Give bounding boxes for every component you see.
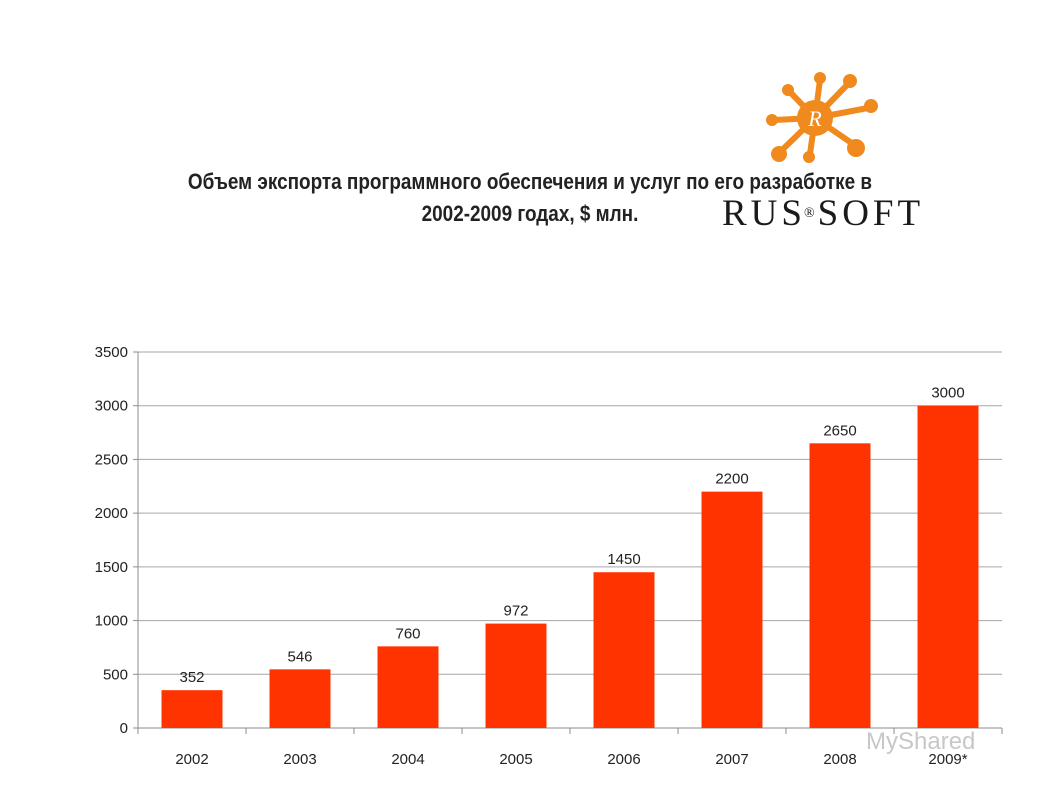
chart-title-line-2: 2002-2009 годах, $ млн. [421,201,639,226]
emblem-dots [766,72,878,163]
y-tick-label: 3000 [95,398,128,415]
data-label: 972 [503,603,528,620]
y-tick-label: 500 [103,666,128,683]
brand-end-text: SOFT [817,193,925,234]
data-label: 2650 [823,422,856,439]
registered-mark: ® [803,206,815,221]
y-tick-label: 1500 [95,559,128,576]
y-tick-label: 1000 [95,613,128,630]
x-tick-label: 2002 [175,751,208,768]
x-tick-label: 2005 [499,751,532,768]
y-tick-label: 3500 [95,344,128,361]
x-tick-label: 2009* [928,751,967,768]
rusoft-brand-text: RUS®SOFT [722,192,924,236]
chart-title: Объем экспорта программного обеспечения … [186,166,874,230]
bar [269,669,331,728]
bar [917,405,979,728]
grid-lines [133,351,1003,734]
x-tick-label: 2008 [823,751,856,768]
emblem-letter: R [807,106,822,131]
bar [809,443,871,728]
y-tick-label: 2000 [95,505,128,522]
bars [161,405,979,728]
data-label: 546 [287,648,312,665]
data-label: 1450 [607,551,640,568]
x-tick-label: 2004 [391,751,424,768]
x-tick-label: 2007 [715,751,748,768]
data-label: 3000 [931,385,964,402]
chart-title-line-1: Объем экспорта программного обеспечения … [187,169,873,194]
y-tick-label: 0 [120,720,128,737]
data-label: 2200 [715,471,748,488]
bar [485,623,547,728]
data-labels: 352 546 760 972 1450 2200 2650 3000 [179,385,964,686]
data-label: 352 [179,669,204,686]
y-axis-ticks: 0 500 1000 1500 2000 2500 3000 3500 [95,344,128,737]
rusoft-emblem-icon: R [766,72,878,163]
data-label: 760 [395,625,420,642]
bar [701,491,763,728]
bar [377,646,439,728]
y-tick-label: 2500 [95,451,128,468]
x-tick-label: 2006 [607,751,640,768]
watermark-text: MyShared [866,728,976,755]
bar [161,690,223,728]
x-tick-label: 2003 [283,751,316,768]
bar [593,572,655,728]
brand-main-text: RUS [722,193,806,234]
x-axis-ticks: 2002 2003 2004 2005 2006 2007 2008 2009* [175,751,967,768]
